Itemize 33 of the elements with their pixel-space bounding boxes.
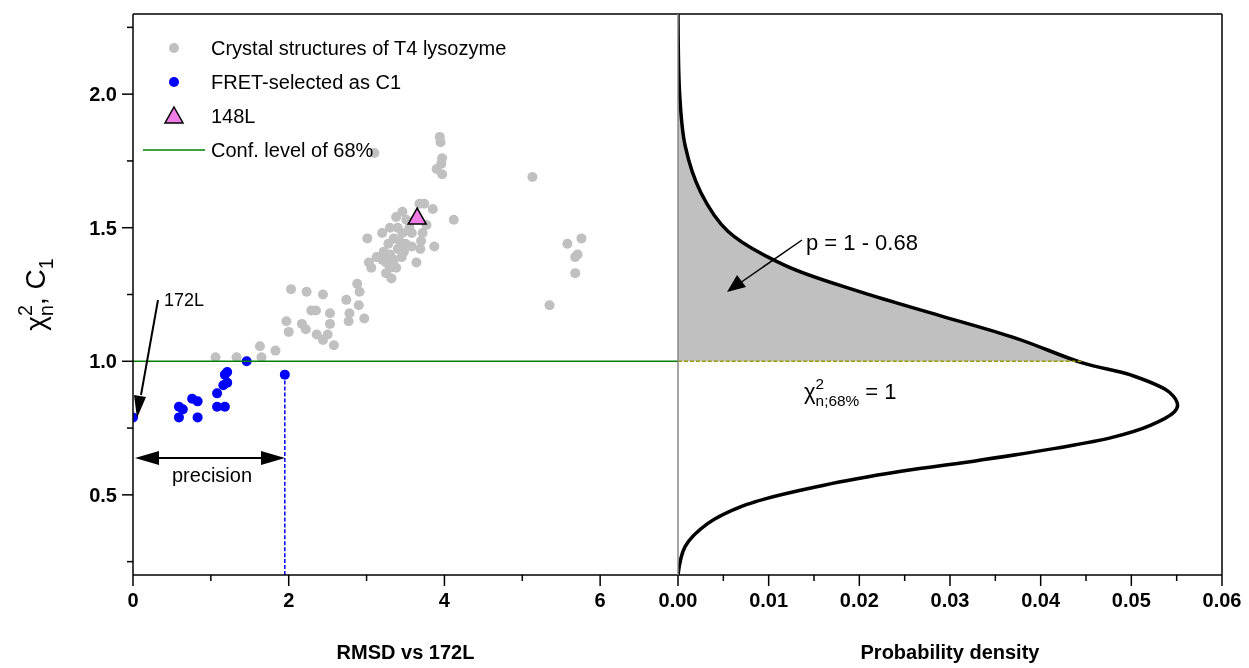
point [212,388,223,399]
x-tick-label: 0.06 [1202,589,1242,611]
x-tick-label: 0.02 [839,589,879,611]
x-axis-title: Probability density [860,641,1041,663]
point [177,404,188,415]
y-tick-label: 2.0 [89,83,117,106]
x-tick-label: 2 [283,589,295,611]
x-tick-label: 0.00 [658,589,698,611]
annotation: 172L [164,290,205,310]
y-tick-label: 1.0 [89,350,117,373]
x-tick-label: 0.03 [930,589,970,611]
point [407,207,427,225]
legend-label: Crystal structures of T4 lysozyme [211,37,507,59]
point [173,412,184,423]
x-tick-label: 0.01 [749,589,789,611]
x-axis-title: RMSD vs 172L [336,641,475,663]
x-tick-label: 0.04 [1021,589,1061,611]
legend-label: Conf. level of 68% [211,139,374,161]
point [192,396,203,407]
point [192,412,203,423]
annotation: precision [171,464,253,486]
x-tick-label: 0.05 [1111,589,1151,611]
point [219,401,230,412]
annotation: χ$^{2}$$_{n;68%}$ = 1 [803,375,897,409]
legend-label: FRET-selected as C1 [211,71,402,93]
x-tick-label: 4 [438,589,451,611]
annotation: p = 1 - 0.68 [806,230,918,255]
x-tick-label: 6 [594,589,606,611]
y-tick-label: 1.5 [89,216,117,239]
point [222,377,233,388]
x-tick-label: 0 [127,589,139,611]
y-tick-label: 0.5 [89,483,117,506]
legend-label: 148L [211,105,256,127]
